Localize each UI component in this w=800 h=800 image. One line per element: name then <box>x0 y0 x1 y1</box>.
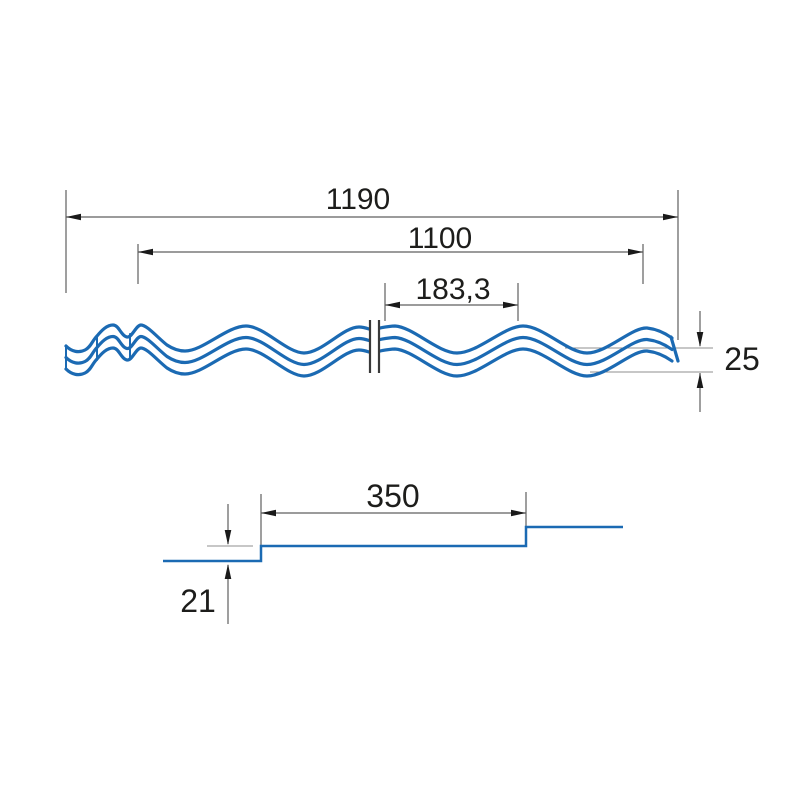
label-cover-width: 1100 <box>408 222 473 255</box>
step-profile-line <box>163 525 623 563</box>
label-module-length: 350 <box>366 478 419 514</box>
arrow-1100-left <box>138 248 153 256</box>
label-profile-height: 25 <box>724 341 760 377</box>
wave-bottom-line-left <box>64 346 371 378</box>
dimension-labels: 1190 1100 183,3 25 350 21 <box>180 183 760 619</box>
arrow-pitch-right <box>503 301 518 309</box>
arrow-1190-right <box>663 213 678 221</box>
dimension-lines <box>65 190 701 624</box>
wave-top-line-right <box>378 324 674 355</box>
arrow-1100-right <box>628 248 643 256</box>
reference-lines <box>207 347 713 547</box>
arrow-1190-left <box>66 213 81 221</box>
label-overall-width: 1190 <box>326 183 391 216</box>
label-step-height: 21 <box>180 583 216 619</box>
arrow-step-up <box>224 564 232 579</box>
arrow-step-down <box>224 530 232 545</box>
dimension-arrows <box>66 213 704 579</box>
wave-cut-edge <box>669 335 680 363</box>
step-profile <box>163 525 623 563</box>
left-fold-creases <box>65 333 131 370</box>
arrow-350-left <box>261 509 276 517</box>
arrow-pitch-left <box>385 301 400 309</box>
arrow-height-down <box>696 332 704 347</box>
wave-profile <box>64 323 680 378</box>
arrow-350-right <box>511 509 526 517</box>
label-wave-pitch: 183,3 <box>415 273 490 306</box>
break-symbol <box>368 320 381 373</box>
arrow-height-up <box>696 373 704 388</box>
